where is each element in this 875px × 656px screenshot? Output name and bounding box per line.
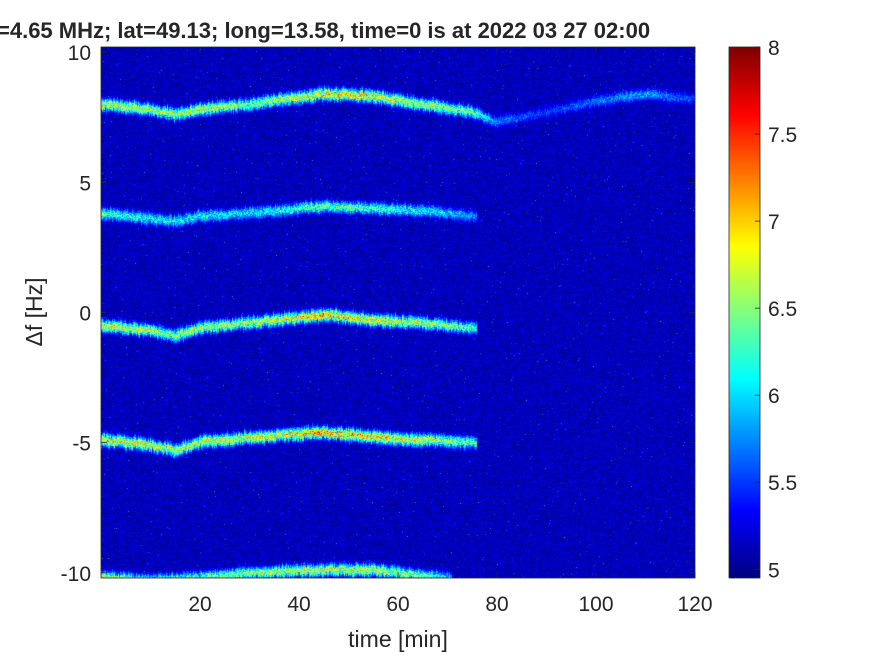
spectrogram-heatmap	[101, 47, 695, 578]
x-tick-label: 80	[485, 593, 508, 616]
colorbar-ticks: 8 7.5 7 6.5 6 5.5 5	[755, 37, 797, 582]
x-tick-label: 20	[188, 593, 211, 616]
x-axis-ticks: 20 40 60 80 100 120	[188, 47, 713, 616]
x-tick-label: 60	[386, 593, 409, 616]
x-tick-label: 100	[578, 593, 613, 616]
y-tick-label: 5	[79, 172, 91, 195]
colorbar-tick-label: 7	[768, 211, 780, 234]
y-tick-label: 10	[68, 42, 91, 65]
y-tick-label: -5	[72, 433, 91, 456]
y-axis-ticks: 10 5 0 -5 -10	[61, 42, 695, 586]
x-tick-label: 120	[677, 593, 712, 616]
y-tick-label: -10	[61, 563, 91, 586]
y-axis-label: Δf [Hz]	[21, 277, 47, 346]
plot-frame	[100, 46, 696, 579]
colorbar-frame	[728, 46, 761, 579]
y-tick-label: 0	[79, 303, 91, 326]
x-axis-label: time [min]	[348, 626, 448, 652]
colorbar-tick-label: 5	[768, 559, 780, 582]
colorbar-tick-label: 6.5	[768, 298, 797, 321]
colorbar-tick-label: 8	[768, 37, 780, 60]
colorbar-gradient	[729, 47, 760, 578]
colorbar-tick-label: 5.5	[768, 472, 797, 495]
colorbar-tick-label: 7.5	[768, 124, 797, 147]
x-tick-label: 40	[287, 593, 310, 616]
chart-title: =4.65 MHz; lat=49.13; long=13.58, time=0…	[0, 18, 650, 43]
colorbar-tick-label: 6	[768, 385, 780, 408]
